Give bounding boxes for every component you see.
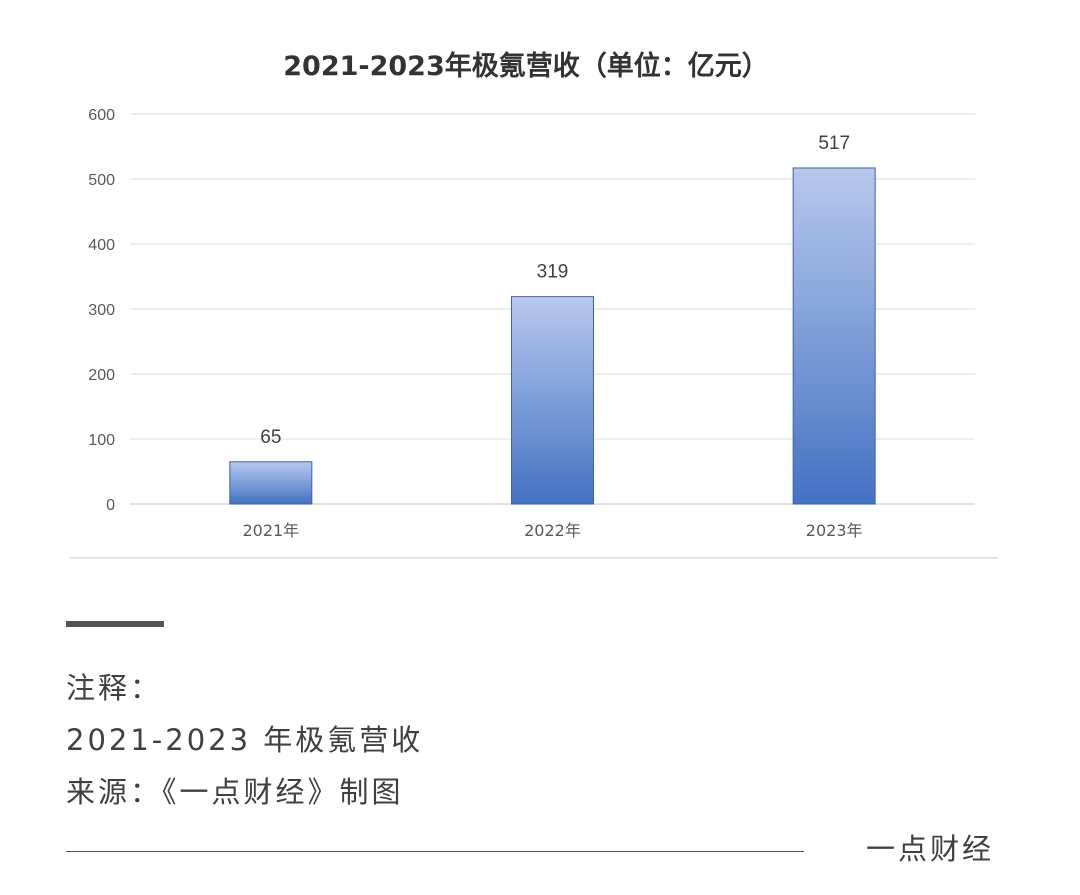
y-tick-label: 100 xyxy=(88,432,115,449)
accent-divider xyxy=(66,621,164,627)
bar xyxy=(792,167,876,505)
x-category-label: 2023年 xyxy=(806,521,863,540)
data-label: 319 xyxy=(537,262,569,283)
notes-description: 2021-2023 年极氪营收 xyxy=(66,723,424,757)
y-tick-label: 300 xyxy=(88,302,115,319)
y-tick-label: 0 xyxy=(106,497,115,514)
bar xyxy=(229,461,313,505)
x-category-label: 2022年 xyxy=(524,521,581,540)
bar xyxy=(511,296,594,505)
y-axis-ticks: 0 100 200 300 400 500 600 xyxy=(88,107,115,514)
data-labels: 65 319 517 xyxy=(260,133,850,448)
x-category-label: 2021年 xyxy=(242,521,299,540)
revenue-bar-chart: 2021-2023年极氪营收（单位：亿元） 0 100 200 300 400 500 60… xyxy=(70,50,998,559)
y-tick-label: 500 xyxy=(88,172,115,189)
data-label: 517 xyxy=(818,133,850,154)
footer-divider xyxy=(66,851,804,852)
chart-title: 2021-2023年极氪营收（单位：亿元） xyxy=(283,50,769,82)
data-label: 65 xyxy=(260,427,281,448)
y-tick-label: 400 xyxy=(88,237,115,254)
notes-source: 来源：《一点财经》制图 xyxy=(66,775,404,809)
x-axis-categories: 2021年 2022年 2023年 xyxy=(242,521,862,540)
y-tick-label: 200 xyxy=(88,367,115,384)
footer-brand: 一点财经 xyxy=(865,832,994,866)
notes-heading: 注释： xyxy=(66,671,163,705)
y-tick-label: 600 xyxy=(88,107,115,124)
bars xyxy=(229,167,876,505)
